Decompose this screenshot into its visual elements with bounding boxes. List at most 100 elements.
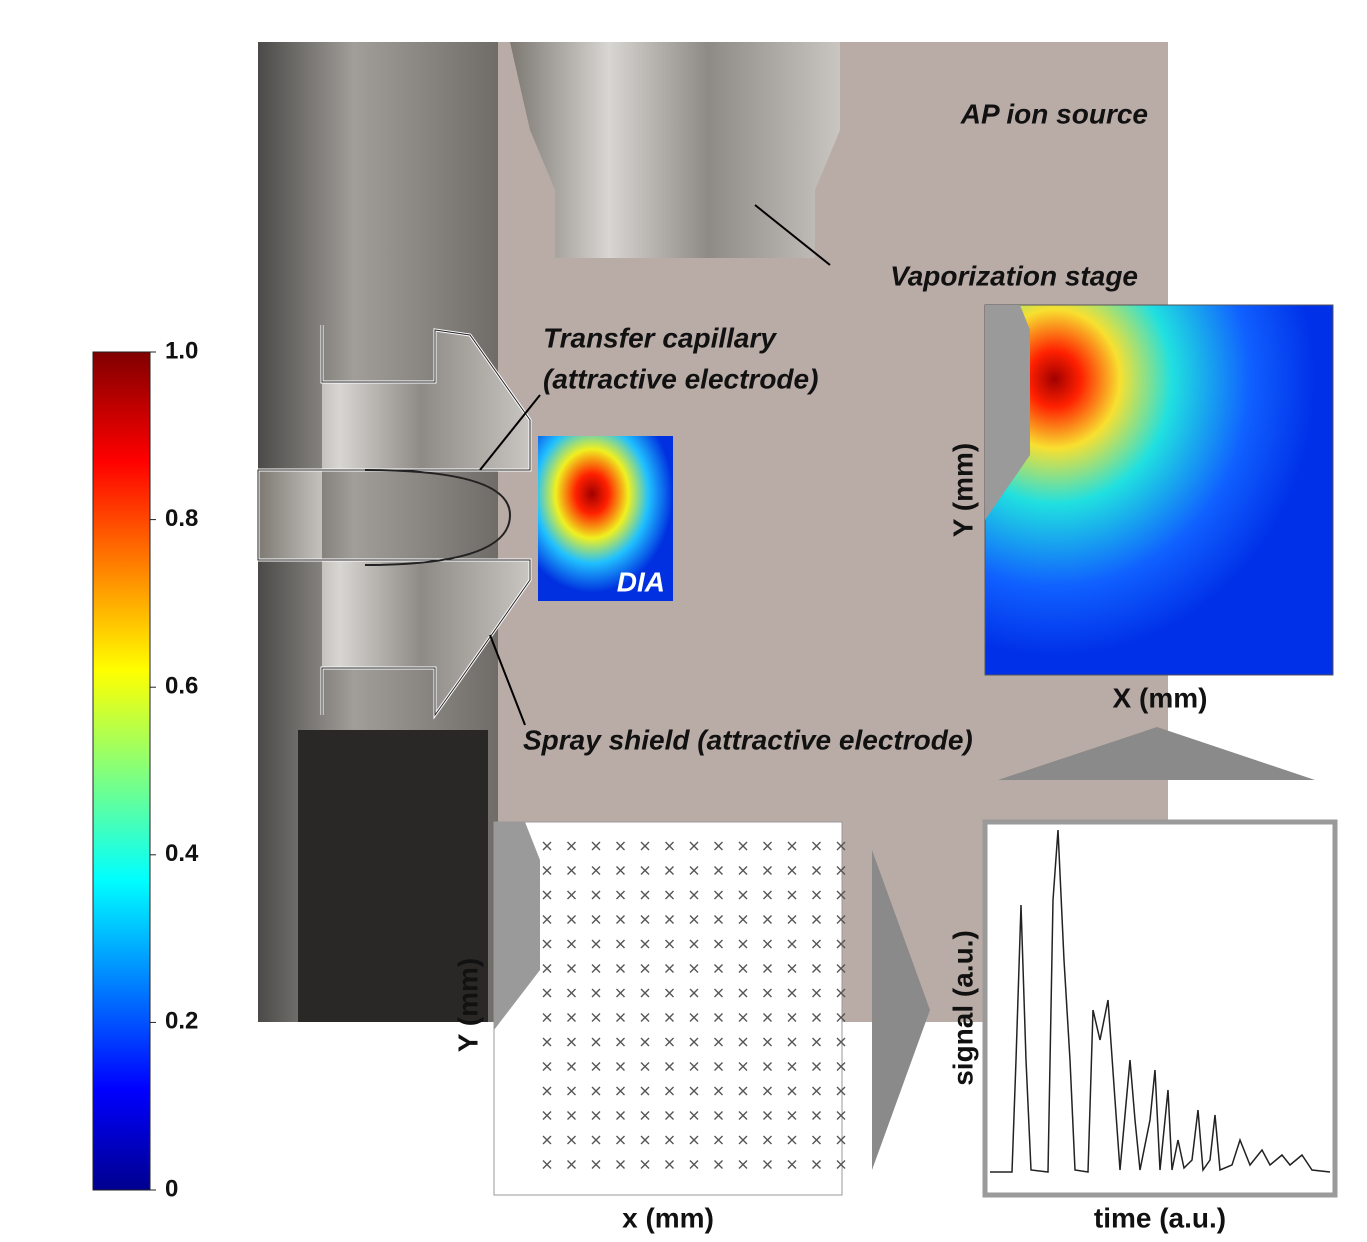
grid-mark [714, 915, 723, 924]
colorbar-tick-label: 0.4 [165, 840, 199, 867]
grid-mark [567, 939, 576, 949]
grid-mark [542, 915, 552, 924]
grid-mark [542, 1013, 552, 1022]
grid-mark [714, 1086, 723, 1096]
grid-marks [542, 841, 846, 1169]
grid-mark [591, 988, 601, 998]
grid-mark [787, 1013, 797, 1022]
grid-mark [591, 890, 601, 900]
grid-mark [591, 915, 601, 924]
grid-mark [689, 1160, 699, 1169]
grid-mark [567, 1160, 576, 1169]
grid-mark [640, 964, 650, 973]
grid-mark [812, 964, 821, 973]
grid-mark [714, 890, 723, 900]
grid-mark [812, 1160, 821, 1169]
grid-mark [763, 890, 772, 900]
grid-mark [836, 890, 846, 900]
grid-mark [665, 841, 674, 851]
grid-mark [812, 1111, 821, 1120]
grid-mark [542, 866, 552, 875]
transfer-capillary-label: Transfer capillary [543, 322, 777, 353]
grid-mark [591, 1013, 601, 1022]
grid-mark [567, 1086, 576, 1096]
heatmap [984, 304, 1334, 676]
dia-label: DIA [617, 566, 665, 597]
vaporization-stage [510, 42, 840, 258]
colorbar-ticks: 0 0.2 0.4 0.6 0.8 1.0 [150, 337, 199, 1202]
grid-mark [616, 1160, 625, 1169]
grid-mark [542, 939, 552, 949]
grid-mark [567, 964, 576, 973]
grid-mark [836, 939, 846, 949]
grid-mark [616, 1013, 625, 1022]
grid-mark [665, 1160, 674, 1169]
colorbar [92, 351, 151, 1191]
grid-mark [689, 866, 699, 875]
grid-mark [640, 1135, 650, 1145]
grid-mark [665, 915, 674, 924]
grid-mark [616, 988, 625, 998]
grid-mark [665, 866, 674, 875]
grid-mark [714, 1013, 723, 1022]
grid-mark [640, 841, 650, 851]
heatmap-y-label: Y (mm) [947, 443, 978, 537]
colorbar-tick-label: 0.8 [165, 505, 198, 532]
expand-arrow [998, 727, 1315, 780]
grid-mark [665, 1135, 674, 1145]
grid-mark [714, 1111, 723, 1120]
raster-grid [493, 821, 843, 1196]
grid-mark [714, 939, 723, 949]
grid-mark [763, 866, 772, 875]
grid-mark [542, 1062, 552, 1071]
grid-mark [640, 1111, 650, 1120]
grid-mark [665, 890, 674, 900]
grid-mark [689, 939, 699, 949]
grid-mark [542, 964, 552, 973]
grid-mark [738, 841, 748, 851]
grid-mark [689, 841, 699, 851]
grid-mark [787, 1111, 797, 1120]
grid-mark [787, 1160, 797, 1169]
grid-mark [591, 964, 601, 973]
grid-mark [689, 915, 699, 924]
grid-mark [665, 1037, 674, 1047]
grid-mark [616, 1135, 625, 1145]
grid-mark [640, 890, 650, 900]
colorbar-tick-label: 1.0 [165, 337, 198, 364]
grid-mark [836, 1037, 846, 1047]
grid-mark [763, 1135, 772, 1145]
grid-mark [665, 964, 674, 973]
process-arrow [872, 850, 930, 1170]
grid-mark [591, 841, 601, 851]
grid-mark [640, 1013, 650, 1022]
grid-mark [812, 939, 821, 949]
grid-mark [567, 890, 576, 900]
grid-mark [738, 915, 748, 924]
grid-mark [640, 915, 650, 924]
grid-mark [616, 964, 625, 973]
grid-mark [836, 1160, 846, 1169]
grid-mark [763, 915, 772, 924]
grid-mark [738, 1135, 748, 1145]
signal-box [982, 819, 1338, 1198]
grid-mark [616, 890, 625, 900]
grid-mark [812, 1062, 821, 1071]
photo-dark [298, 730, 488, 1022]
grid-mark [689, 1086, 699, 1096]
grid-mark [591, 939, 601, 949]
grid-mark [812, 866, 821, 875]
grid-mark [591, 1062, 601, 1071]
heatmap-x-label: X (mm) [1113, 682, 1208, 713]
grid-mark [567, 1111, 576, 1120]
pointer [754, 204, 831, 266]
grid-mark [616, 1086, 625, 1096]
grid-mark [763, 964, 772, 973]
grid-mark [640, 1086, 650, 1096]
grid-mark [812, 841, 821, 851]
grid-mark [836, 1062, 846, 1071]
grid-mark [787, 1086, 797, 1096]
grid-mark [763, 1062, 772, 1071]
grid-mark [787, 841, 797, 851]
